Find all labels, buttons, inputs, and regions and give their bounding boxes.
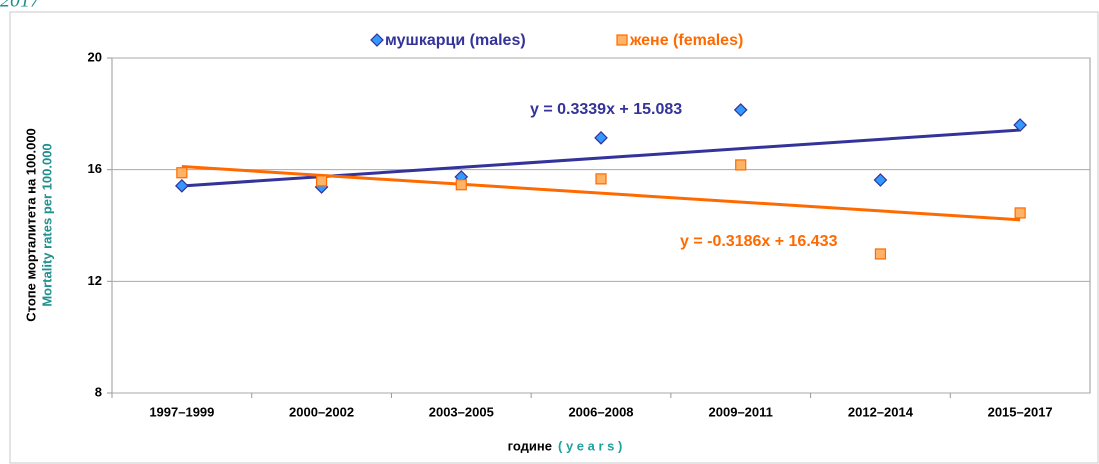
marker	[874, 248, 887, 260]
x-tick-label: 2012–2014	[848, 404, 914, 419]
marker	[873, 173, 888, 187]
trendline-label: y = 0.3339x + 15.083	[530, 101, 682, 118]
marker	[370, 33, 384, 47]
marker	[175, 179, 189, 193]
marker	[595, 173, 607, 185]
marker	[315, 175, 328, 187]
marker	[1013, 118, 1027, 132]
y-tick-label: 16	[88, 161, 102, 176]
chart-frame	[9, 11, 1099, 464]
marker	[1014, 207, 1026, 219]
x-tick-label: 1997–1999	[149, 404, 214, 419]
marker	[455, 179, 467, 191]
x-tick-label: 2009–2011	[709, 404, 773, 419]
y-axis-label: Стопе морталитета на 100.000	[23, 128, 38, 322]
y-axis-label-en: Mortality rates per 100.000	[39, 143, 54, 306]
y-tick-label: 12	[88, 273, 102, 288]
x-axis-label-en: ( y e a r s )	[558, 438, 622, 453]
marker	[176, 167, 188, 179]
x-tick-label: 2006–2008	[568, 404, 633, 419]
marker	[735, 159, 747, 171]
x-tick-label: 2015–2017	[988, 404, 1053, 419]
x-axis-label: године	[508, 438, 552, 453]
x-tick-label: 2003–2005	[429, 404, 494, 419]
marker	[594, 130, 608, 145]
trendline-label: y = -0.3186x + 16.433	[680, 233, 838, 250]
legend-label: мушкарци (males)	[385, 32, 526, 49]
marker	[733, 103, 748, 117]
y-tick-label: 20	[88, 49, 102, 64]
header: 2017	[0, 0, 41, 12]
marker	[616, 34, 628, 46]
legend-label: жене (females)	[629, 32, 743, 49]
y-tick-label: 8	[95, 384, 102, 399]
x-tick-label: 2000–2002	[289, 404, 354, 419]
